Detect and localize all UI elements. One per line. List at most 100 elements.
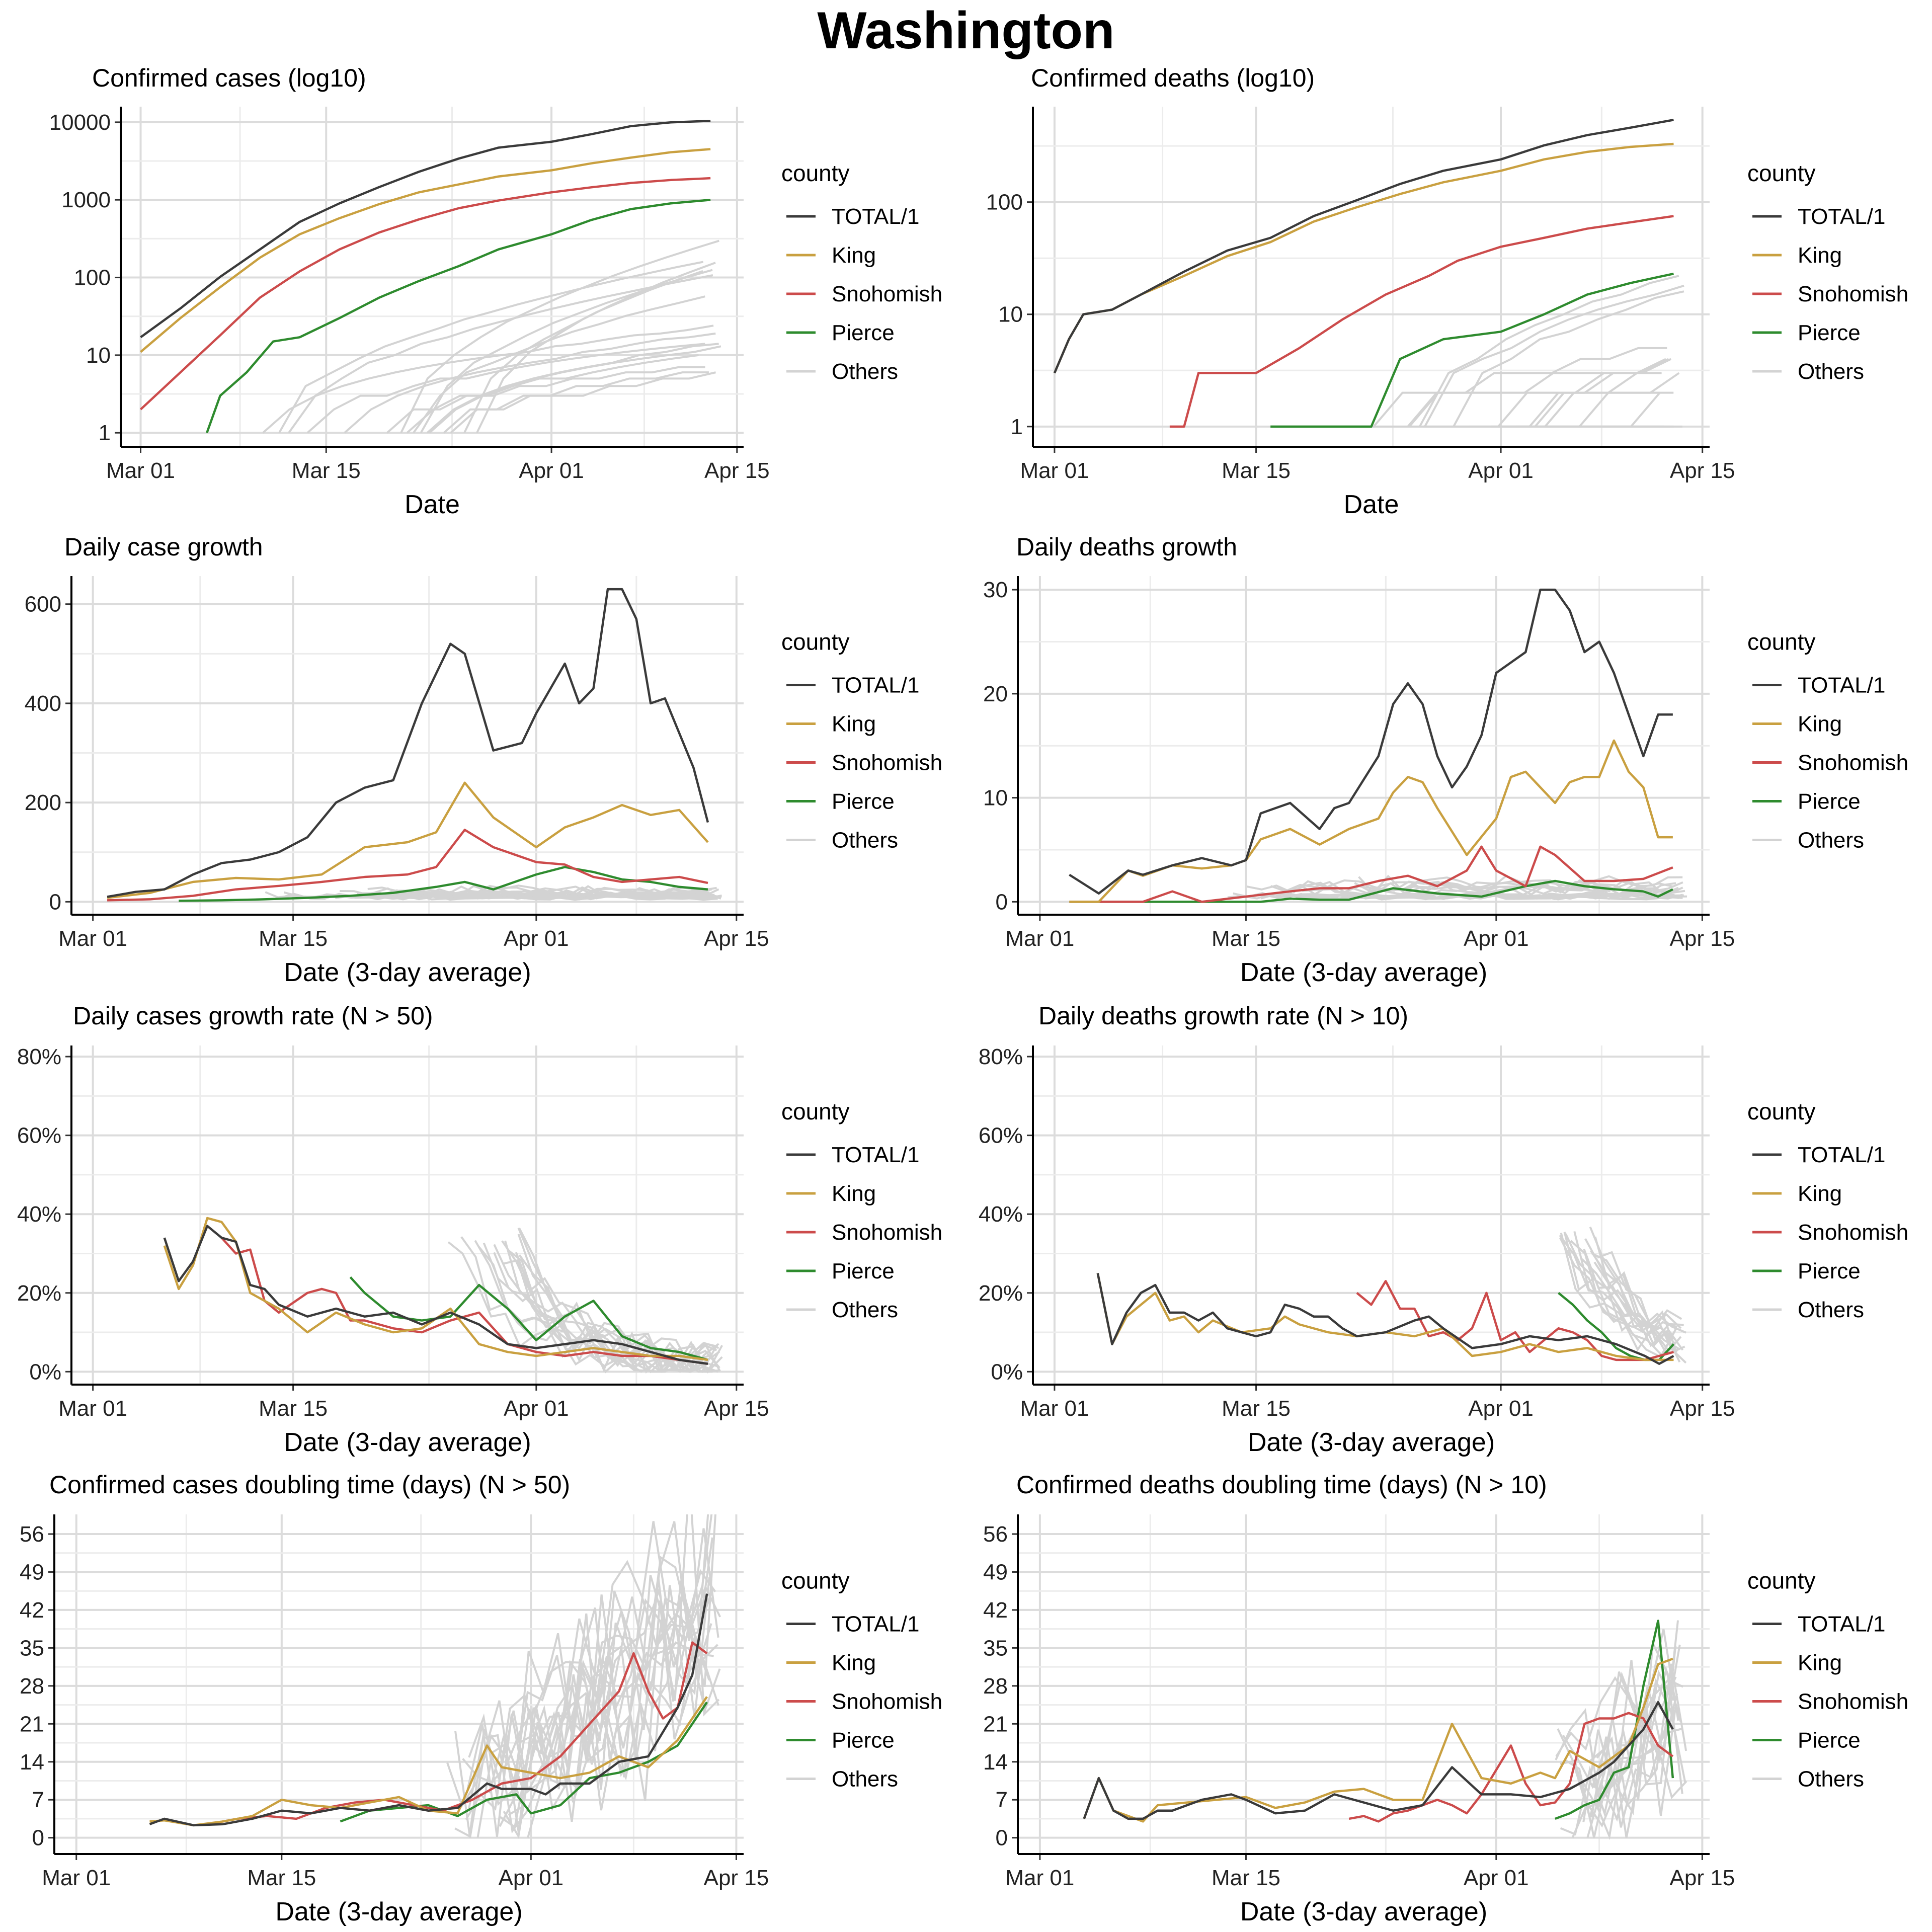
x-tick-label: Apr 01 [1468, 1396, 1534, 1421]
legend-entry: King [1798, 1651, 1842, 1675]
chart-title: Confirmed deaths doubling time (days) (N… [1016, 1471, 1547, 1499]
x-tick-label: Mar 15 [1212, 1866, 1280, 1890]
main-series [139, 119, 711, 433]
series-line-king [140, 148, 711, 353]
series-line-others [1284, 878, 1683, 896]
series-line-others [1597, 1251, 1684, 1341]
x-tick-label: Apr 01 [504, 1396, 569, 1421]
legend-entry: Others [832, 828, 898, 853]
series-line-total-1 [1053, 119, 1674, 374]
series-line-pierce [340, 1701, 708, 1823]
x-tick-label: Apr 01 [1468, 458, 1534, 483]
main-series [1053, 119, 1674, 428]
series-line-others [517, 1227, 719, 1374]
x-tick-label: Apr 01 [1464, 926, 1529, 951]
series-line-others [1516, 391, 1660, 428]
y-tick-label: 28 [20, 1674, 44, 1699]
others-series [1345, 275, 1684, 428]
y-tick-label: 14 [20, 1750, 44, 1775]
series-line-king [163, 1217, 708, 1361]
x-axis-label: Date [1344, 490, 1399, 519]
legend-entry: King [1798, 712, 1842, 737]
series-line-others [1560, 1232, 1677, 1357]
y-tick-label: 10 [86, 343, 111, 368]
legend: county TOTAL/1 King Snohomish Pierce Others [1747, 629, 1908, 853]
legend-entry: Pierce [1798, 1728, 1861, 1753]
legend-title: county [1747, 160, 1816, 186]
legend-entry: Pierce [1798, 1259, 1861, 1283]
y-tick-label: 42 [20, 1598, 44, 1623]
chart-daily-cases: Mar 01 Mar 15 Apr 01 Apr 15 0 200 400 600 Daily … [25, 533, 943, 987]
series-line-snohomish [208, 1641, 708, 1825]
legend-entry: Pierce [1798, 789, 1861, 814]
legend-entry: Snohomish [1798, 1689, 1908, 1714]
series-line-others [406, 354, 699, 434]
y-tick-label: 35 [983, 1636, 1008, 1660]
legend-entry: Pierce [832, 789, 895, 814]
series-line-others [1590, 1250, 1678, 1336]
y-tick-label: 10 [998, 302, 1023, 327]
series-line-others [1424, 284, 1684, 427]
legend-entry: King [832, 243, 876, 268]
series-line-pierce [349, 1276, 708, 1361]
x-tick-label: Apr 15 [1670, 458, 1735, 483]
legend-entry: TOTAL/1 [1798, 1612, 1885, 1637]
legend-entry: Pierce [1798, 320, 1861, 345]
legend-entry: Others [832, 359, 898, 384]
x-axis-label: Date (3-day average) [284, 1428, 531, 1457]
y-tick-label: 7 [996, 1788, 1008, 1812]
series-line-others [446, 1576, 712, 1808]
series-line-others [1500, 391, 1674, 428]
x-axis-label: Date (3-day average) [275, 1897, 522, 1926]
y-tick-label: 21 [20, 1712, 44, 1736]
y-tick-label: 20% [979, 1281, 1023, 1306]
legend-title: county [1747, 629, 1816, 655]
series-line-others [518, 1635, 710, 1785]
x-tick-label: Apr 15 [1670, 1866, 1735, 1890]
y-tick-label: 40% [17, 1202, 61, 1227]
y-tick-label: 100 [74, 266, 111, 290]
legend-entry: Others [832, 1298, 898, 1322]
x-tick-label: Apr 15 [1670, 1396, 1735, 1421]
chart-cases-growth-rate: Mar 01 Mar 15 Apr 01 Apr 15 0% 20% 40% 60% 80% Da… [17, 1002, 942, 1457]
series-line-others [454, 1514, 716, 1838]
x-tick-label: Apr 15 [704, 1866, 769, 1890]
y-tick-label: 56 [983, 1522, 1008, 1547]
chart-title: Confirmed deaths (log10) [1031, 64, 1315, 92]
legend-title: county [781, 160, 850, 186]
legend: county TOTAL/1 King Snohomish Pierce Others [1747, 160, 1908, 384]
x-tick-label: Apr 01 [504, 926, 569, 951]
y-tick-label: 1 [1011, 415, 1023, 439]
x-axis-label: Date (3-day average) [1240, 958, 1487, 987]
y-tick-label: 21 [983, 1712, 1008, 1736]
chart-deaths-doubling: Mar 01 Mar 15 Apr 01 Apr 15 0 7 14 21 28 35 42 49 56… [983, 1471, 1908, 1926]
legend: county TOTAL/1 King Snohomish Pierce Others [781, 1098, 942, 1322]
legend-entry: TOTAL/1 [1798, 1143, 1885, 1167]
series-line-others [468, 1521, 719, 1806]
series-line-others [1590, 1644, 1681, 1828]
y-tick-label: 49 [20, 1560, 44, 1584]
legend: county TOTAL/1 King Snohomish Pierce Others [781, 629, 942, 853]
others-series [262, 239, 721, 434]
series-line-others [1453, 290, 1684, 427]
series-line-pierce [206, 198, 711, 433]
y-tick-label: 10 [983, 786, 1008, 811]
series-line-total-1 [1096, 1273, 1674, 1365]
legend-entry: TOTAL/1 [832, 1612, 919, 1637]
x-tick-label: Mar 01 [42, 1866, 111, 1890]
series-line-others [306, 343, 705, 434]
series-line-others [466, 1514, 713, 1837]
y-tick-label: 1000 [61, 188, 111, 212]
main-series [1083, 1620, 1674, 1823]
x-axis-label: Date (3-day average) [1248, 1428, 1495, 1457]
series-line-others [1573, 1231, 1676, 1345]
x-tick-label: Mar 01 [1005, 1866, 1074, 1890]
series-line-total-1 [140, 119, 711, 339]
others-series [446, 1514, 721, 1839]
series-line-others [1372, 392, 1661, 428]
main-series [1069, 588, 1673, 903]
x-tick-label: Mar 15 [247, 1866, 316, 1890]
x-tick-label: Apr 15 [704, 926, 769, 951]
main-series [107, 588, 709, 902]
